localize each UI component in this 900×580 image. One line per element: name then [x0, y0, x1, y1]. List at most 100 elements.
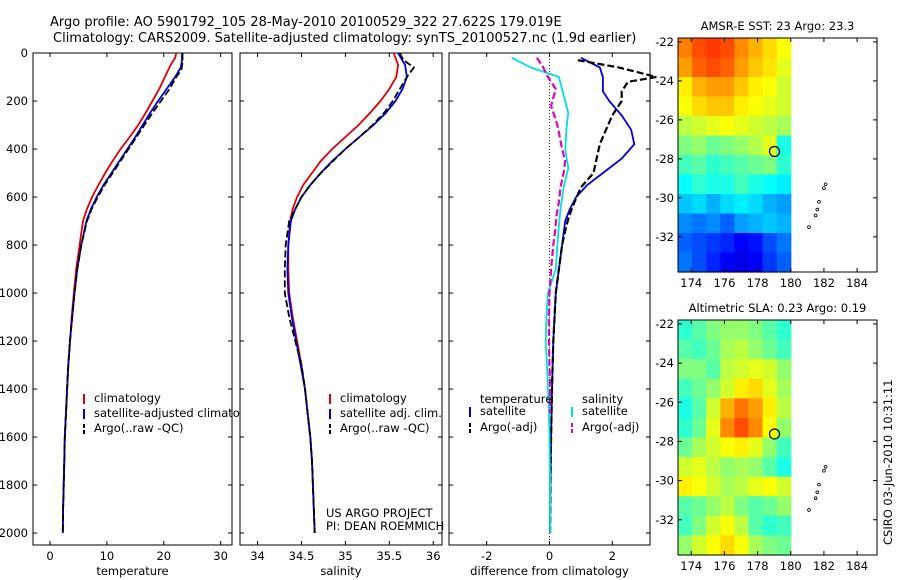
sla_map-cell: [706, 496, 721, 517]
sst_map-cell: [678, 155, 693, 176]
sla_map-cell: [678, 496, 693, 517]
project-credit: US ARGO PROJECT: [326, 506, 434, 520]
sla_map-cell: [734, 320, 750, 341]
sla_map-cell: [692, 515, 707, 537]
sst_map-cell: [692, 174, 707, 195]
sst_map-island-marker: [813, 213, 818, 218]
sst_map-island-marker: [817, 200, 821, 204]
sla_map-cell: [748, 359, 764, 380]
sst_map-cell: [706, 194, 721, 215]
sst-map-panel: AMSR-E SST: 23 Argo: 23.3 174 176 178 180 182…: [655, 19, 878, 290]
sst_map-cell: [734, 96, 750, 117]
sst_map-cell: [678, 38, 693, 59]
sla_map-cell: [678, 378, 693, 399]
sst_map-cell: [692, 135, 707, 156]
sst_map-cell: [692, 96, 707, 117]
sla_map-island-marker: [817, 482, 821, 487]
sst_map-cell: [720, 38, 735, 59]
sla_map-cell: [706, 476, 721, 497]
sla_map-cell: [748, 496, 764, 517]
sst_map-cell: [734, 213, 750, 234]
difference-x-tick-label: 2: [609, 549, 616, 563]
sla_map-cell: [692, 457, 707, 478]
sla_map-cell: [692, 398, 707, 419]
sst_map-cell: [748, 116, 764, 137]
sla_map-cell: [678, 398, 693, 419]
sla_map-cell: [762, 398, 778, 419]
sst_map-cell: [720, 135, 735, 156]
sst_map-cell: [706, 38, 721, 59]
sst_map-cell: [692, 194, 707, 215]
sst_map-island-marker: [815, 207, 820, 212]
sla_map-cell: [706, 437, 721, 458]
sst_map-x-tick-label: 182: [813, 276, 835, 290]
sst_map-cell: [734, 155, 750, 176]
sst_map-cell: [734, 57, 750, 78]
sst_map-cell: [678, 213, 693, 234]
difference-legend-entry-0: satellite: [480, 404, 526, 418]
sst_map-cell: [748, 155, 764, 176]
sst_map-argo-location-marker: [768, 145, 781, 158]
sst_map-cell: [678, 116, 693, 137]
sst_map-cell: [762, 116, 778, 137]
sla_map-cell: [734, 417, 750, 439]
salinity-axes-frame: [239, 52, 443, 546]
sla_map-cell: [776, 515, 792, 537]
sla_map-argo-location-marker: [768, 428, 781, 440]
sst_map-cell: [706, 77, 721, 98]
temperature-y-tick-label: 1200: [0, 334, 28, 348]
temperature-profile-panel: 0 10 20 30 0 200 400 600 800 1000 1200 1400 1600 1800…: [0, 46, 264, 578]
sla_map-cell: [692, 378, 707, 399]
sla_map-cell: [706, 515, 721, 537]
salinity-legend-entry-0: climatology: [340, 391, 407, 405]
difference-series-1-line: [549, 59, 657, 534]
sla_map-cell: [762, 515, 778, 537]
sla_map-cell: [720, 535, 735, 556]
sst_map-cell: [706, 57, 721, 78]
salinity-x-tick-label: 34: [250, 549, 265, 563]
sla_map-cell: [720, 476, 735, 497]
sla_map-cell: [776, 359, 792, 380]
sla_map-x-tick-label: 174: [680, 559, 702, 573]
sla_map-cell: [762, 476, 778, 497]
sla_map-cell: [748, 417, 764, 439]
sla_map-cell: [776, 378, 792, 399]
sst_map-cell: [762, 135, 778, 156]
sla_map-x-tick-label: 184: [846, 559, 868, 573]
sst_map-cell: [776, 96, 792, 117]
sst_map-cell: [692, 116, 707, 137]
sla_map-cell: [692, 417, 707, 439]
sla_map-cell: [734, 515, 750, 537]
sla_map-cell: [706, 378, 721, 399]
sst_map-cell: [748, 38, 764, 59]
sst_map-cell: [748, 57, 764, 78]
sst_map-cell: [762, 233, 778, 254]
difference-x-axis-label: difference from climatology: [470, 564, 629, 578]
sla_map-cell: [734, 339, 750, 360]
sst_map-cell: [776, 174, 792, 195]
sst_map-cell: [720, 252, 735, 273]
difference-legend-header-salinity: salinity: [582, 392, 623, 406]
sst_map-cell: [776, 233, 792, 254]
sst_map-cell: [776, 57, 792, 78]
salinity-x-tick-label: 35.5: [376, 549, 402, 563]
temperature-y-tick-label: 200: [6, 94, 28, 108]
sst_map-cell: [734, 174, 750, 195]
sla_map-cell: [776, 417, 792, 439]
sla_map-cell: [734, 437, 750, 458]
sla_map-cell: [692, 359, 707, 380]
sla_map-y-tick-label: -24: [655, 356, 674, 370]
sla_map-cell: [762, 496, 778, 517]
sla_map-cell: [734, 378, 750, 399]
temperature-x-axis-label: temperature: [96, 564, 168, 578]
sst_map-cell: [692, 233, 707, 254]
sla_map-cell: [748, 535, 764, 556]
sst_map-cell: [762, 57, 778, 78]
sst_map-cell: [776, 155, 792, 176]
sla_map-cell: [720, 398, 735, 419]
sst_map-cell: [776, 116, 792, 137]
sla_map-title: Altimetric SLA: 0.23 Argo: 0.19: [689, 301, 867, 315]
sst_map-cell: [734, 38, 750, 59]
